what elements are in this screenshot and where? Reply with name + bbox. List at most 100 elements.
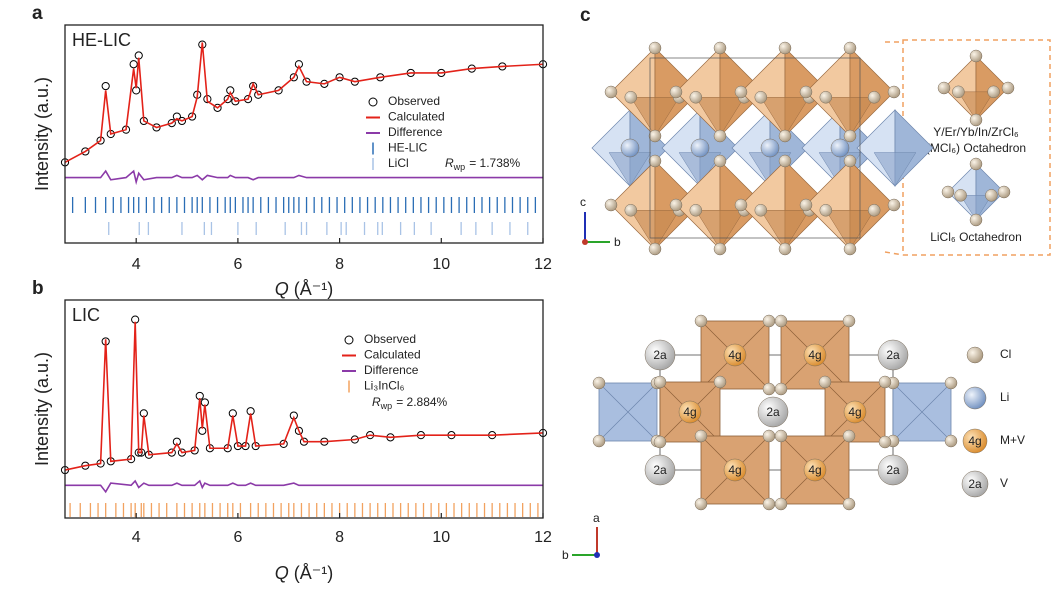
atom [799,198,813,212]
legend-label: Observed [364,332,416,346]
atom [648,154,662,168]
data-point [152,123,161,132]
atom [760,138,780,158]
legend-marker [368,97,378,107]
site-label: 4g [848,405,861,419]
octahedron-face [957,91,995,121]
xlabel-unit: (Å⁻¹) [294,563,334,583]
octahedron-face [825,97,875,137]
plot-frame [64,299,544,519]
legend-label: M+V [1000,433,1025,447]
atom [944,376,958,390]
atom [997,185,1011,199]
atom [944,434,958,448]
x-tick-label: 6 [233,529,242,546]
data-point [223,95,232,104]
inset-text: (MCl₆) Octahedron [926,141,1026,155]
panel-label: c [580,5,591,26]
polyhedron-edge [892,382,952,442]
series-line [65,479,543,494]
polyhedron-edge [598,382,658,442]
atom [689,91,703,104]
site-label: 2a [653,348,667,362]
atom [963,386,987,410]
octahedron-face [960,195,992,221]
atom [843,41,857,55]
atom [624,91,638,104]
ylabel: Intensity (a.u.) [32,352,52,466]
atom [723,343,747,367]
atom [877,339,909,371]
rwp-subscript: wp [453,162,466,172]
x-tick-label: 12 [534,256,552,273]
atom [689,204,703,217]
legend-label: Li [1000,390,1009,404]
atom [604,198,618,212]
atom [762,314,776,328]
octahedron-face [695,210,745,250]
axis-label: b [562,548,569,562]
site-label: 2a [653,463,667,477]
site-label: 2a [968,477,982,491]
atom [592,376,606,390]
series-line [64,321,544,471]
atom [878,375,892,389]
atom [734,198,748,212]
cell-lines [659,354,894,471]
atom [818,375,832,389]
x-tick-label: 8 [335,529,344,546]
atom [937,81,951,95]
atom [648,129,662,143]
atom [694,314,708,328]
site-label: 2a [886,463,900,477]
xlabel-symbol: Q [275,279,289,299]
x-tick-label: 10 [432,256,450,273]
atom [799,85,813,99]
legend-label: Calculated [388,110,445,124]
legend-marker [344,335,354,345]
site-label: 4g [728,348,741,362]
octahedron-face [825,210,875,250]
plot-frame [64,24,544,244]
atom [604,85,618,99]
data-point [167,119,176,128]
rwp-label: Rwp = 2.884% [372,395,448,411]
xlabel-symbol: Q [275,563,289,583]
atom [754,204,768,217]
atom [843,154,857,168]
rwp-symbol: R [372,395,381,409]
atom [778,41,792,55]
panel-label: b [32,278,44,299]
site-label: 2a [766,405,780,419]
atom [803,458,827,482]
ylabel: Intensity (a.u.) [32,77,52,191]
atom [592,434,606,448]
atom [624,204,638,217]
site-label: 4g [728,463,741,477]
data-point [294,426,304,435]
atom [969,213,983,227]
data-point [213,103,222,112]
octahedron-face [873,152,917,187]
legend-label: V [1000,476,1008,490]
rwp-subscript: wp [380,401,393,411]
rwp-label: Rwp = 1.738% [445,156,521,172]
x-tick-label: 8 [335,256,344,273]
atom [843,242,857,256]
octahedron-face [630,210,680,250]
rwp-symbol: R [445,156,454,170]
series-line [65,169,543,186]
atom [653,435,667,449]
atom [941,185,955,199]
atom [757,396,789,428]
atom [819,91,833,104]
atom [803,343,827,367]
inset-text: Y/Er/Yb/In/ZrCl₆ [933,125,1019,139]
atom [762,382,776,396]
atom [653,375,667,389]
atom [778,242,792,256]
atom [678,400,702,424]
atom [648,242,662,256]
